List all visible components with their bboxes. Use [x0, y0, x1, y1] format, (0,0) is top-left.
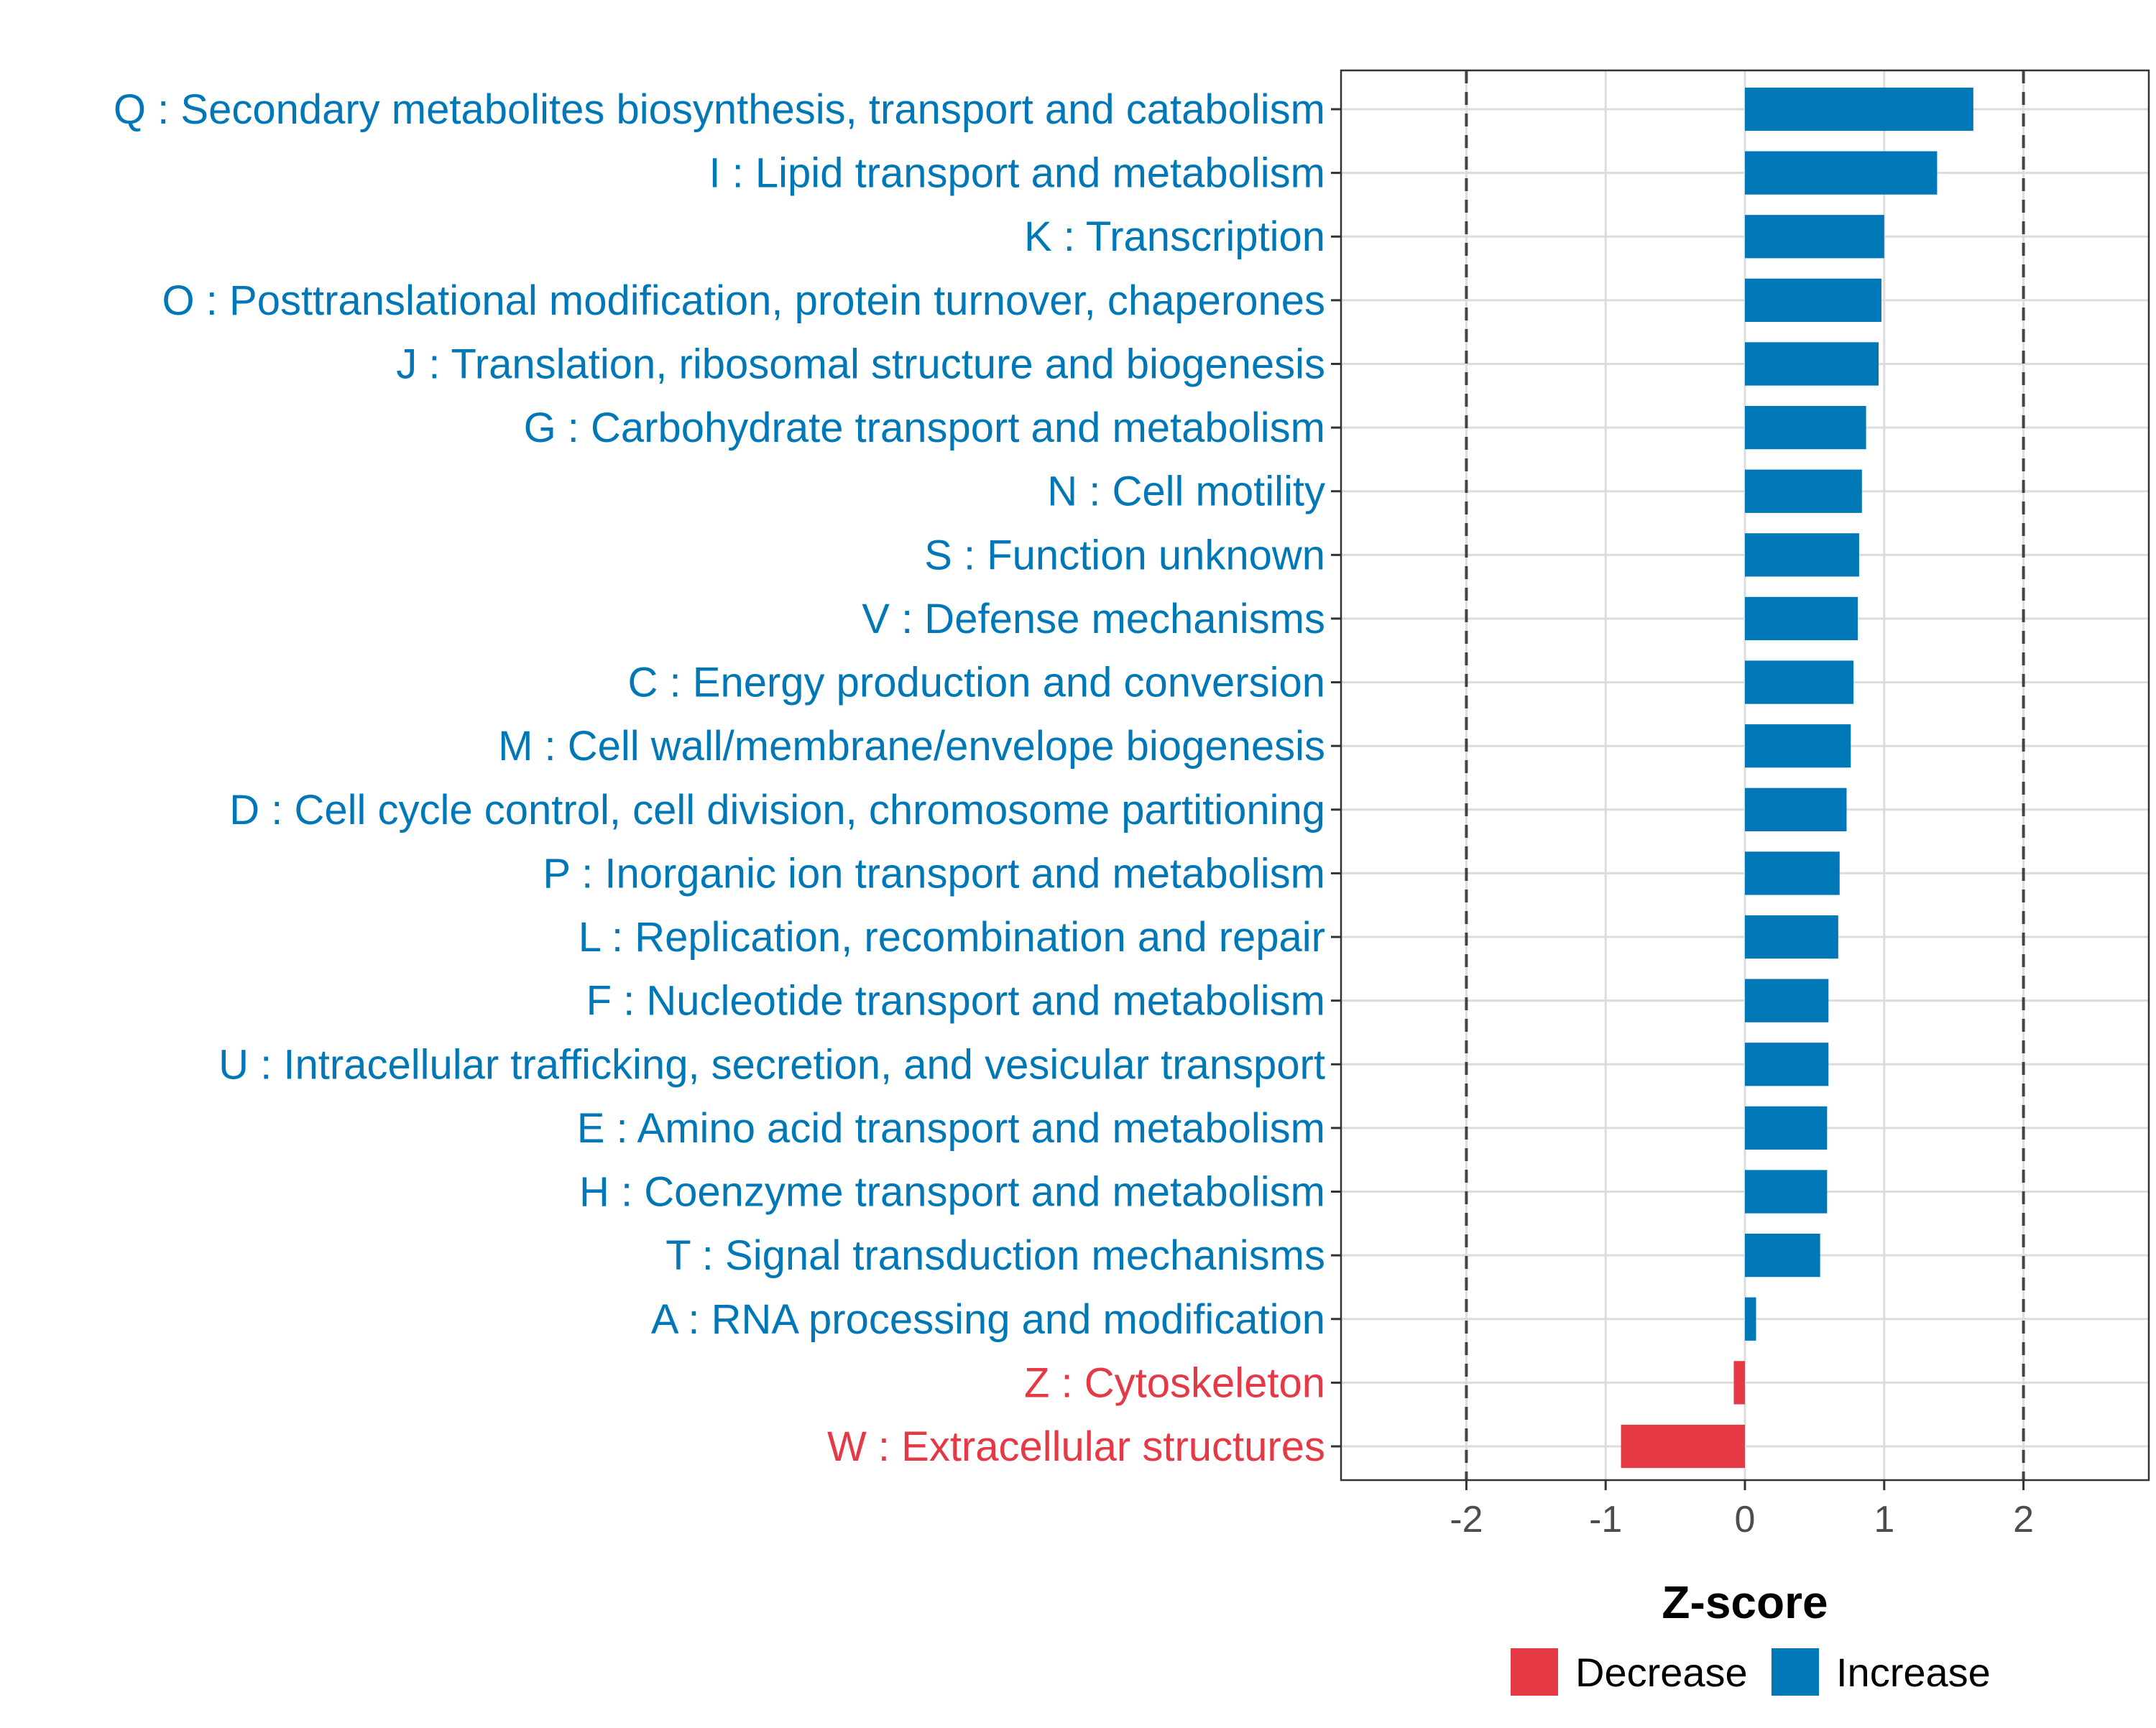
- category-label: F : Nucleotide transport and metabolism: [586, 978, 1325, 1025]
- category-label: O : Posttranslational modification, prot…: [162, 277, 1325, 324]
- legend-swatch: [1772, 1648, 1819, 1696]
- category-label: J : Translation, ribosomal structure and…: [396, 341, 1325, 387]
- bar: [1745, 1234, 1820, 1277]
- x-tick-label: 2: [2013, 1499, 2034, 1540]
- bar: [1745, 1297, 1756, 1341]
- category-label: C : Energy production and conversion: [628, 660, 1325, 706]
- bar: [1745, 724, 1851, 768]
- category-labels: Q : Secondary metabolites biosynthesis, …: [114, 86, 1325, 1470]
- bar: [1745, 1043, 1829, 1086]
- bar: [1745, 87, 1973, 131]
- category-label: Q : Secondary metabolites biosynthesis, …: [114, 86, 1325, 133]
- bar: [1745, 1170, 1828, 1214]
- category-label: E : Amino acid transport and metabolism: [577, 1105, 1325, 1152]
- x-tick-label: -1: [1589, 1499, 1622, 1540]
- category-label: N : Cell motility: [1047, 468, 1325, 515]
- bar: [1745, 915, 1838, 959]
- x-tick-label: 0: [1735, 1499, 1756, 1540]
- bar: [1745, 469, 1862, 513]
- bar: [1745, 533, 1859, 577]
- bar: [1745, 1106, 1828, 1150]
- category-label: G : Carbohydrate transport and metabolis…: [524, 405, 1325, 451]
- bar: [1745, 596, 1858, 641]
- category-label: K : Transcription: [1024, 213, 1325, 260]
- category-label: T : Signal transduction mechanisms: [665, 1232, 1325, 1279]
- category-label: P : Inorganic ion transport and metaboli…: [543, 850, 1325, 897]
- category-label: S : Function unknown: [924, 532, 1325, 578]
- category-label: U : Intracellular trafficking, secretion…: [218, 1041, 1325, 1088]
- category-label: Z : Cytoskeleton: [1024, 1359, 1325, 1406]
- category-label: H : Coenzyme transport and metabolism: [579, 1169, 1325, 1216]
- bar: [1745, 979, 1829, 1022]
- bar: [1745, 342, 1879, 386]
- category-label: W : Extracellular structures: [827, 1423, 1325, 1470]
- bars: [1621, 87, 1973, 1469]
- category-label: M : Cell wall/membrane/envelope biogenes…: [498, 723, 1325, 770]
- bar: [1621, 1424, 1745, 1469]
- x-ticks: -2 -1 0 1 2: [1450, 1480, 2034, 1540]
- category-label: L : Replication, recombination and repai…: [579, 914, 1325, 961]
- bar: [1745, 215, 1884, 259]
- x-tick-label: 1: [1874, 1499, 1894, 1540]
- legend-label: Decrease: [1575, 1650, 1748, 1695]
- legend-label: Increase: [1836, 1650, 1991, 1695]
- bar: [1745, 278, 1881, 322]
- bar: [1745, 660, 1854, 704]
- legend: Decrease Increase: [1511, 1648, 1991, 1696]
- category-label: I : Lipid transport and metabolism: [709, 150, 1325, 197]
- bar: [1745, 405, 1866, 450]
- category-label: A : RNA processing and modification: [651, 1296, 1325, 1343]
- category-label: D : Cell cycle control, cell division, c…: [229, 787, 1325, 833]
- x-tick-label: -2: [1450, 1499, 1483, 1540]
- bar: [1733, 1361, 1745, 1405]
- bar: [1745, 151, 1938, 195]
- y-ticks: [1331, 108, 1341, 1448]
- bar: [1745, 851, 1840, 895]
- legend-swatch: [1511, 1648, 1558, 1696]
- x-axis-title: Z-score: [1662, 1576, 1828, 1628]
- bar: [1745, 787, 1847, 831]
- category-label: V : Defense mechanisms: [862, 596, 1325, 642]
- reference-lines: [1465, 70, 2025, 1480]
